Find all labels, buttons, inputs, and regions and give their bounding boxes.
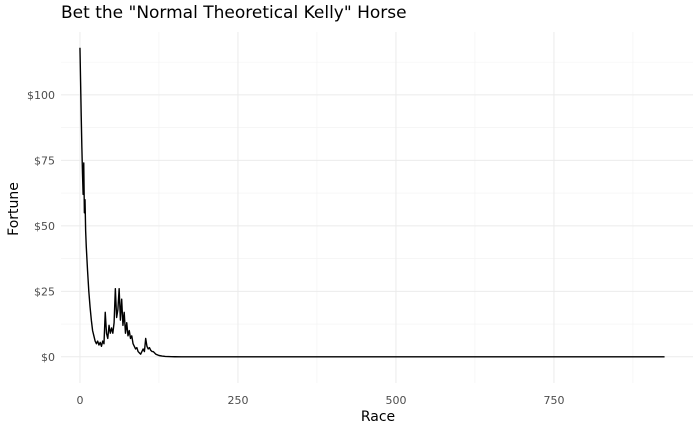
x-tick-label: 250 bbox=[227, 394, 248, 407]
series-layer bbox=[79, 47, 665, 358]
chart-title: Bet the "Normal Theoretical Kelly" Horse bbox=[61, 3, 407, 23]
y-tick-label: $100 bbox=[27, 89, 55, 102]
minor-gridlines bbox=[61, 32, 693, 383]
x-axis-label: Race bbox=[361, 409, 395, 425]
y-axis-label: Fortune bbox=[6, 182, 22, 236]
y-tick-label: $0 bbox=[41, 351, 55, 364]
x-tick-label: 0 bbox=[76, 394, 83, 407]
x-tick-labels: 0 250 500 750 bbox=[76, 394, 564, 407]
x-tick-label: 750 bbox=[543, 394, 564, 407]
series-line bbox=[79, 47, 665, 358]
y-tick-labels: $0 $25 $50 $75 $100 bbox=[27, 89, 55, 364]
x-tick-label: 500 bbox=[385, 394, 406, 407]
y-tick-label: $50 bbox=[34, 220, 55, 233]
y-tick-label: $25 bbox=[34, 285, 55, 298]
y-tick-label: $75 bbox=[34, 154, 55, 167]
major-gridlines bbox=[61, 32, 693, 383]
